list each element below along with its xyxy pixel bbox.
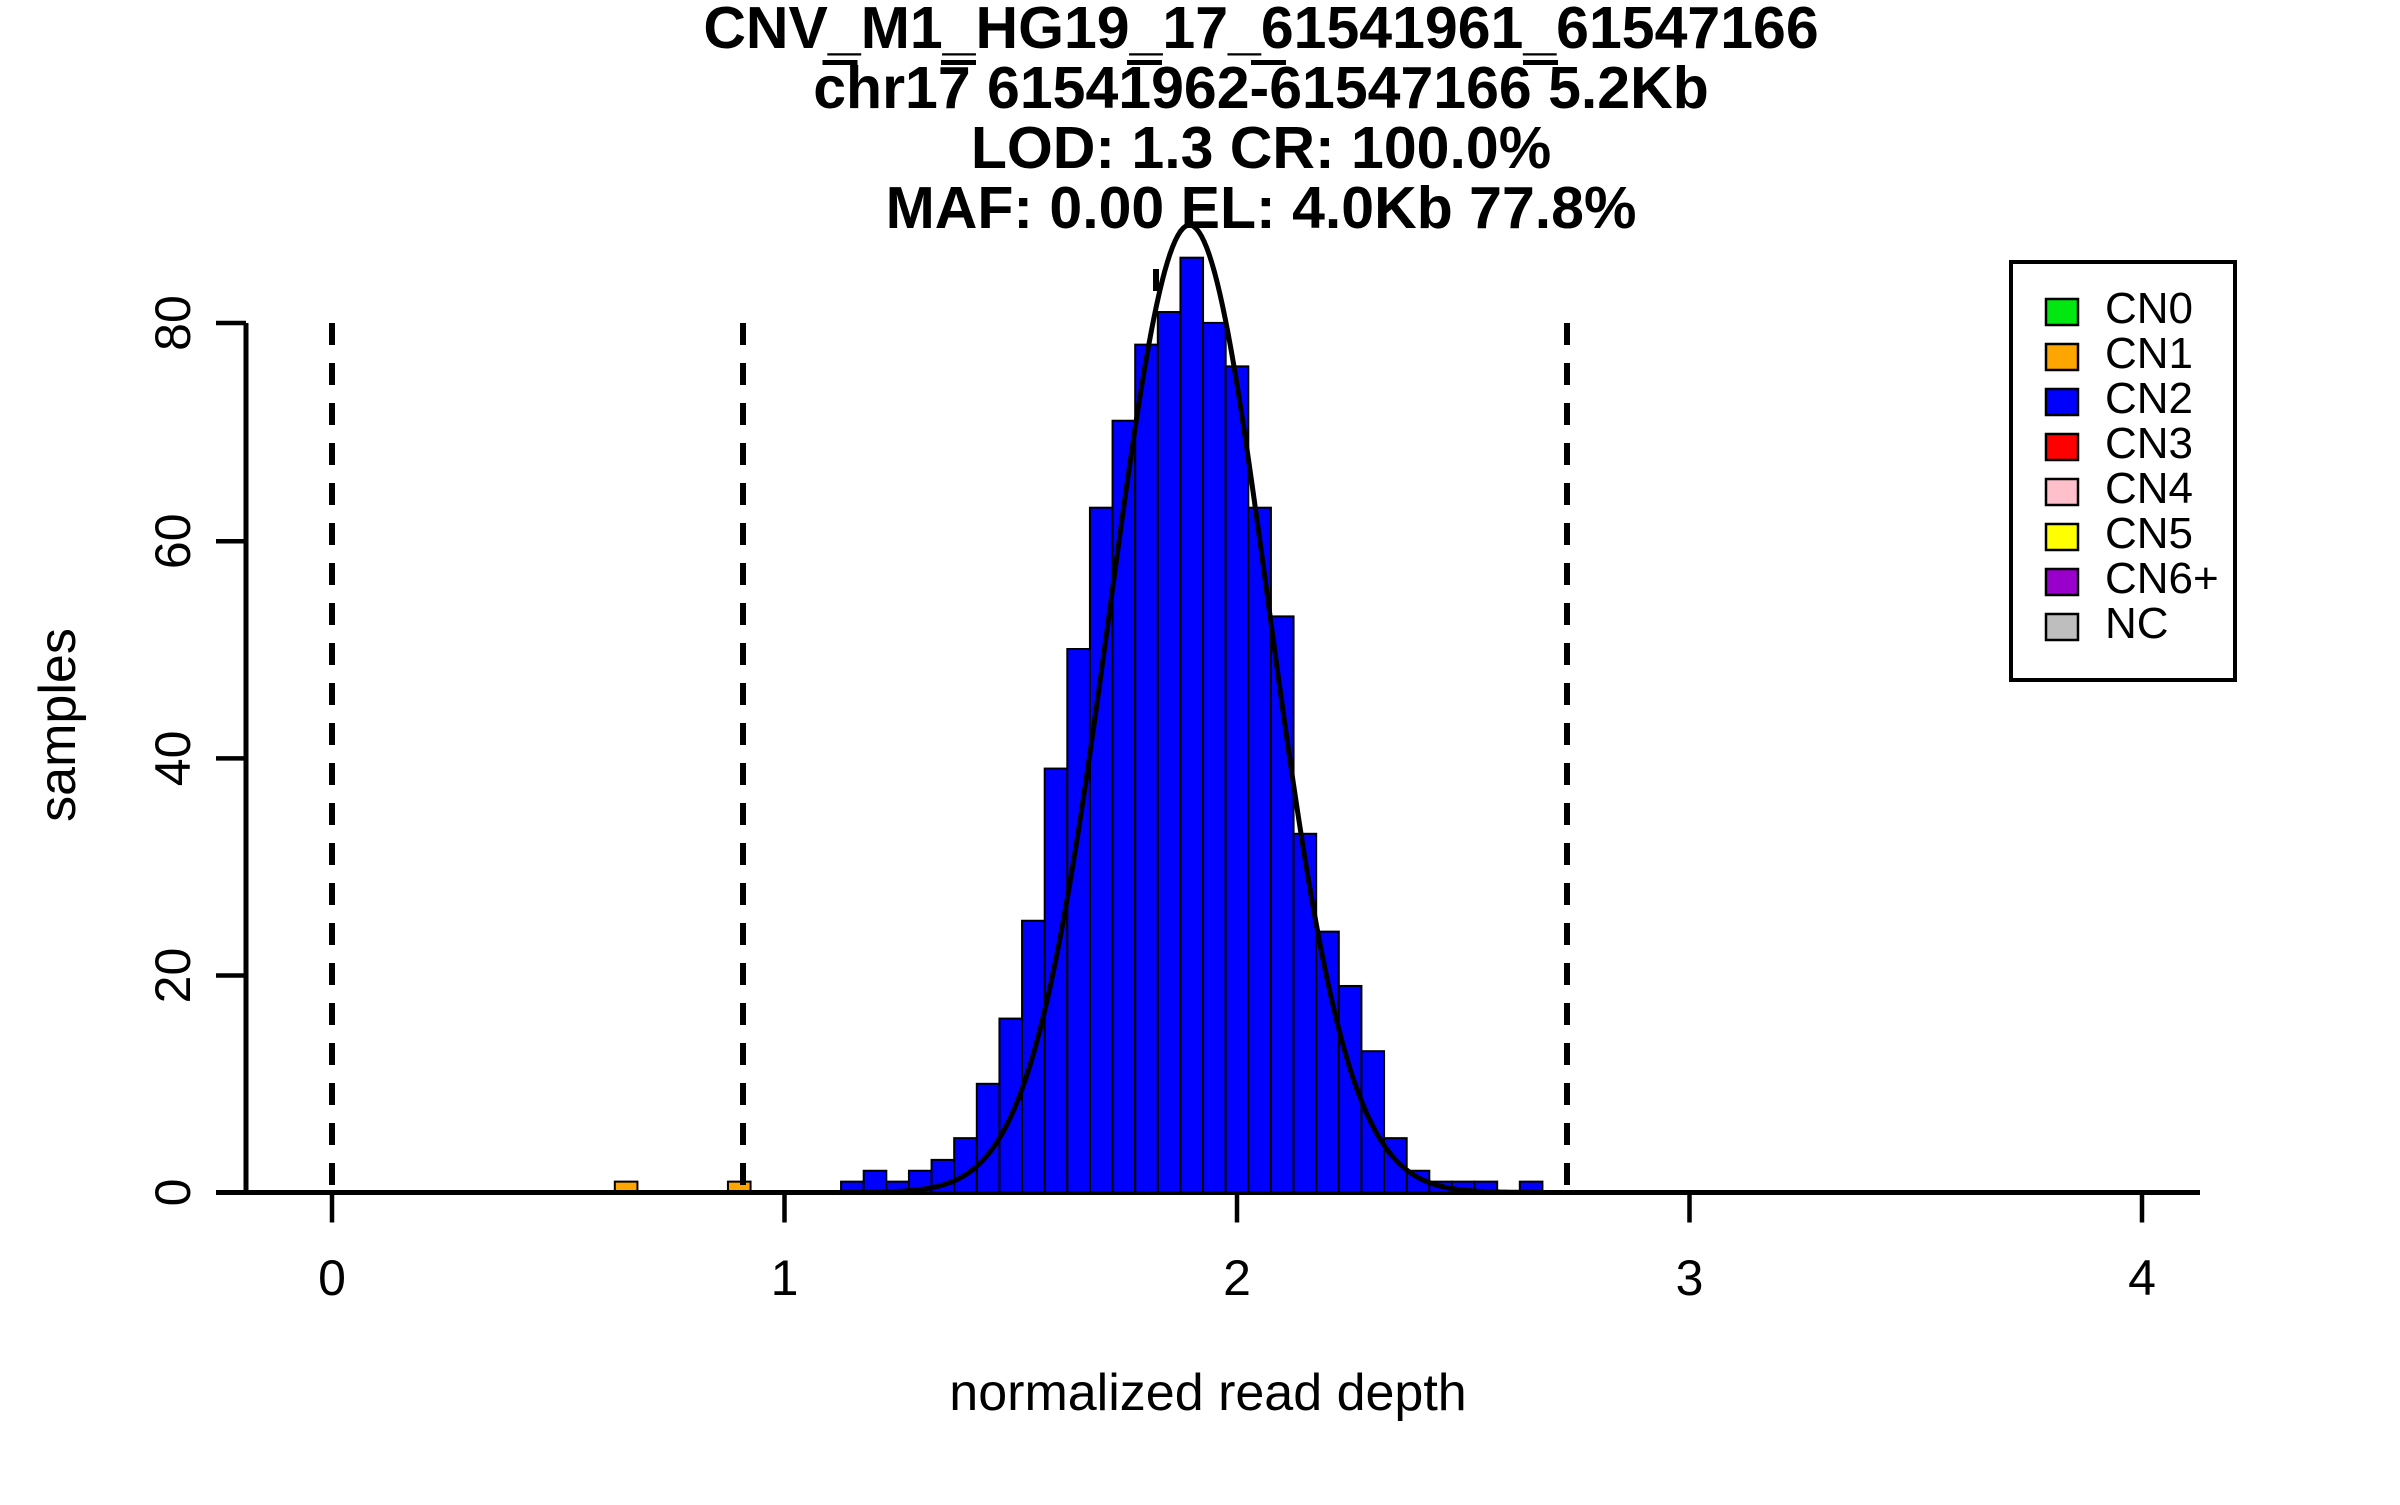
svg-text:CN6+: CN6+ — [2105, 554, 2219, 603]
svg-text:LOD: 1.3 CR: 100.0%: LOD: 1.3 CR: 100.0% — [971, 115, 1551, 181]
svg-text:samples: samples — [29, 628, 87, 822]
svg-text:CN3: CN3 — [2105, 419, 2193, 468]
svg-text:80: 80 — [145, 295, 201, 351]
svg-text:CN0: CN0 — [2105, 284, 2193, 333]
svg-text:MAF: 0.00 EL: 4.0Kb 77.8%: MAF: 0.00 EL: 4.0Kb 77.8% — [886, 175, 1637, 241]
svg-text:CN1: CN1 — [2105, 329, 2193, 378]
svg-text:60: 60 — [145, 513, 201, 569]
svg-text:2: 2 — [1223, 1250, 1251, 1306]
svg-text:20: 20 — [145, 948, 201, 1004]
svg-text:NC: NC — [2105, 599, 2169, 648]
svg-text:CNV_M1_HG19_17_61541961_615471: CNV_M1_HG19_17_61541961_61547166 — [703, 0, 1818, 61]
svg-text:3: 3 — [1676, 1250, 1704, 1306]
svg-text:4: 4 — [2128, 1250, 2156, 1306]
svg-text:normalized read depth: normalized read depth — [949, 1364, 1466, 1422]
svg-text:0: 0 — [318, 1250, 346, 1306]
svg-text:CN5: CN5 — [2105, 509, 2193, 558]
svg-text:1: 1 — [771, 1250, 799, 1306]
svg-text:0: 0 — [145, 1179, 201, 1207]
svg-text:CN4: CN4 — [2105, 464, 2193, 513]
svg-text:40: 40 — [145, 731, 201, 787]
svg-text:CN2: CN2 — [2105, 374, 2193, 423]
